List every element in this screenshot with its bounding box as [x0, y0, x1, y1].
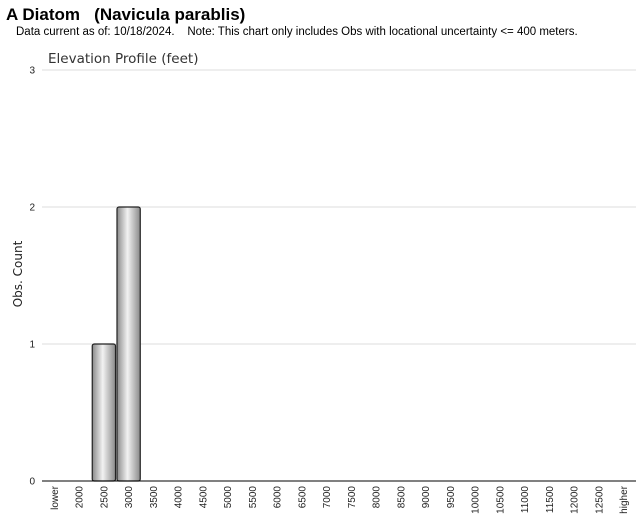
y-tick-label: 2: [29, 203, 35, 214]
grid-lines: [42, 69, 636, 345]
x-tick-label: 9500: [446, 486, 457, 509]
x-tick-label: 8000: [372, 486, 383, 509]
x-ticks: lower 2000 2500 3000 3500 4000 4500 5000 5500 600…: [50, 485, 630, 513]
bars: [91, 206, 141, 482]
x-tick-label: 10500: [495, 486, 506, 514]
x-tick-label: 7500: [347, 486, 358, 509]
page-title: A Diatom (Navicula parablis): [6, 5, 246, 24]
y-axis-label: Obs. Count: [11, 240, 25, 307]
x-tick-label: 4500: [198, 486, 209, 509]
y-ticks: 0 1 2 3: [29, 66, 35, 488]
x-tick-label: 3000: [124, 486, 135, 509]
chart-title: Elevation Profile (feet): [48, 51, 198, 67]
bar-3000: [116, 206, 141, 482]
data-note: Data current as of: 10/18/2024. Note: Th…: [16, 26, 578, 38]
x-tick-label: 12000: [570, 486, 581, 514]
x-tick-label: 3500: [149, 486, 160, 509]
x-tick-label: 11000: [520, 486, 531, 514]
x-tick-label: lower: [50, 485, 61, 510]
x-tick-label: 12500: [594, 486, 605, 514]
x-tick-label: 6500: [297, 486, 308, 509]
y-tick-label: 0: [29, 477, 35, 488]
x-tick-label: 2500: [99, 486, 110, 509]
y-tick-label: 3: [29, 66, 35, 77]
bar-2500: [91, 343, 117, 482]
x-tick-label: 11500: [545, 486, 556, 514]
x-tick-label: 5000: [223, 486, 234, 509]
x-tick-label: 7000: [322, 486, 333, 509]
x-tick-label: 8500: [396, 486, 407, 509]
x-tick-label: 6000: [273, 486, 284, 509]
x-tick-label: 5500: [248, 486, 259, 509]
x-tick-label: 9000: [421, 486, 432, 509]
x-tick-label: 2000: [75, 486, 86, 509]
x-tick-label: 4000: [174, 486, 185, 509]
y-tick-label: 1: [29, 340, 35, 351]
x-tick-label: higher: [619, 485, 630, 513]
x-tick-label: 10000: [471, 486, 482, 514]
